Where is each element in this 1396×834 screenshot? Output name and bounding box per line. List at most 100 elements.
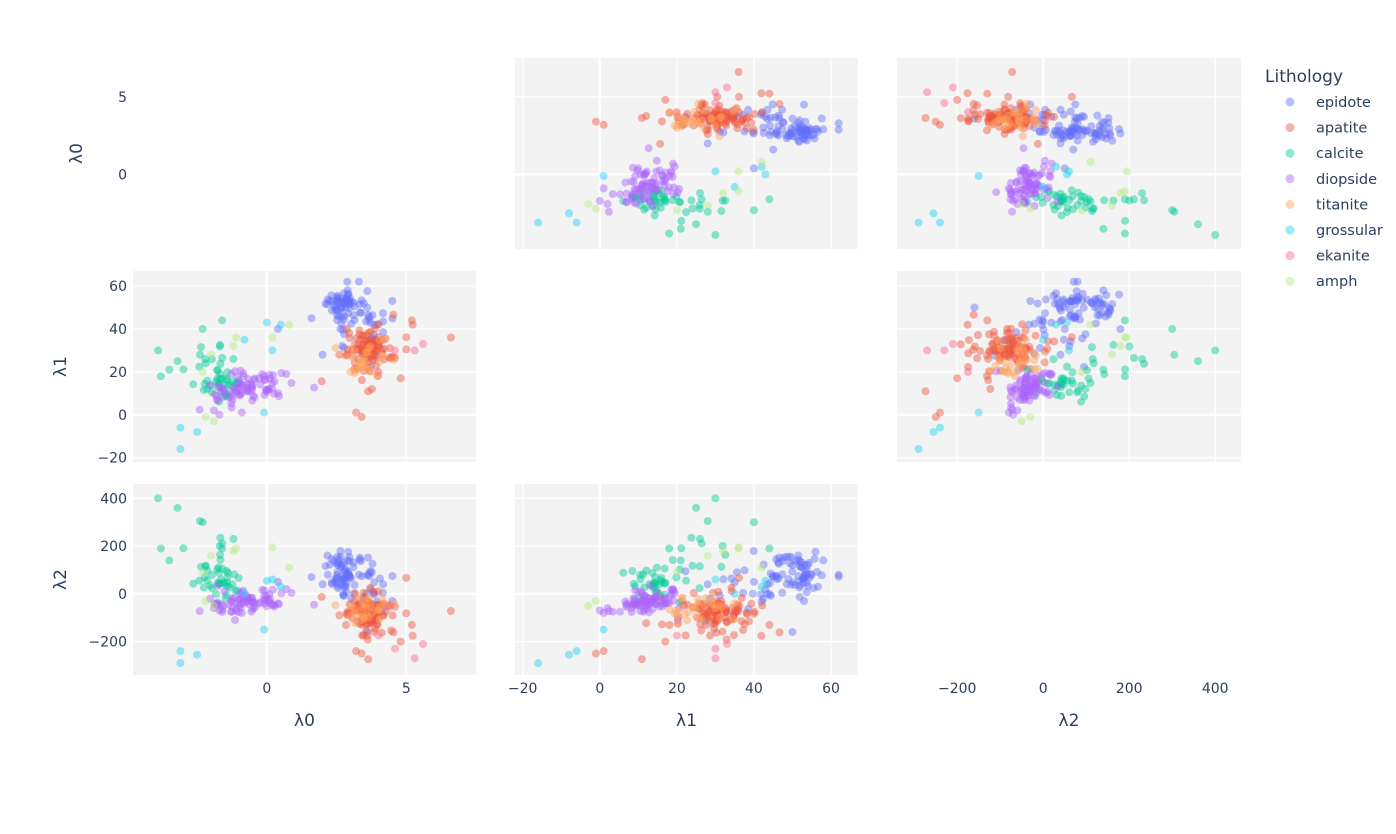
legend-item-apatite[interactable]: apatite bbox=[1285, 121, 1368, 137]
point-diopside bbox=[1040, 379, 1049, 387]
point-epidote bbox=[327, 580, 336, 589]
y-tick-label: 200 bbox=[100, 539, 127, 555]
point-apatite bbox=[996, 366, 1005, 375]
point-calcite bbox=[1081, 203, 1090, 212]
point-epidote bbox=[744, 604, 753, 613]
point-apatite bbox=[408, 631, 417, 640]
point-grossular bbox=[240, 589, 249, 598]
point-diopside bbox=[219, 601, 228, 610]
point-epidote bbox=[336, 305, 345, 314]
point-ekanite bbox=[723, 83, 731, 92]
point-diopside bbox=[1043, 194, 1052, 203]
point-calcite bbox=[1057, 380, 1066, 389]
point-calcite bbox=[198, 324, 207, 333]
legend-item-grossular[interactable]: grossular bbox=[1285, 223, 1383, 239]
x-tick-label: 200 bbox=[1116, 681, 1143, 697]
point-apatite bbox=[642, 619, 651, 628]
legend-item-titanite[interactable]: titanite bbox=[1285, 197, 1369, 213]
point-diopside bbox=[232, 388, 241, 397]
point-calcite bbox=[1099, 224, 1108, 233]
point-apatite bbox=[317, 592, 326, 601]
point-diopside bbox=[650, 598, 659, 607]
point-apatite bbox=[1006, 340, 1014, 349]
point-epidote bbox=[347, 319, 356, 328]
point-calcite bbox=[634, 593, 643, 602]
point-grossular bbox=[176, 647, 185, 656]
point-epidote bbox=[327, 306, 336, 315]
point-titanite bbox=[1033, 119, 1042, 128]
point-epidote bbox=[1041, 105, 1049, 114]
point-apatite bbox=[734, 68, 743, 76]
point-diopside bbox=[1045, 171, 1054, 180]
point-calcite bbox=[173, 357, 182, 366]
point-calcite bbox=[695, 584, 704, 593]
point-calcite bbox=[165, 365, 174, 374]
point-apatite bbox=[345, 328, 354, 337]
point-diopside bbox=[1030, 374, 1039, 383]
point-titanite bbox=[1009, 108, 1018, 117]
point-epidote bbox=[1091, 295, 1100, 304]
point-calcite bbox=[1044, 187, 1052, 196]
point-epidote bbox=[340, 294, 349, 303]
point-diopside bbox=[1017, 385, 1026, 394]
point-apatite bbox=[637, 114, 646, 122]
point-epidote bbox=[1058, 131, 1067, 140]
point-calcite bbox=[222, 567, 231, 575]
point-calcite bbox=[1068, 205, 1077, 214]
point-epidote bbox=[703, 580, 712, 589]
point-calcite bbox=[1057, 374, 1066, 383]
point-apatite bbox=[360, 340, 369, 349]
point-calcite bbox=[206, 581, 215, 590]
point-diopside bbox=[595, 606, 604, 615]
point-apatite bbox=[363, 631, 371, 640]
point-epidote bbox=[1052, 127, 1060, 136]
point-epidote bbox=[350, 590, 359, 599]
point-apatite bbox=[373, 353, 382, 362]
point-epidote bbox=[1101, 130, 1110, 139]
point-epidote bbox=[1074, 309, 1083, 318]
point-apatite bbox=[374, 608, 382, 617]
point-epidote bbox=[817, 114, 826, 123]
point-titanite bbox=[375, 615, 384, 624]
point-diopside bbox=[1020, 392, 1029, 401]
legend-item-ekanite[interactable]: ekanite bbox=[1285, 249, 1370, 265]
point-epidote bbox=[341, 565, 350, 574]
point-epidote bbox=[1105, 124, 1114, 133]
legend-item-epidote[interactable]: epidote bbox=[1285, 95, 1371, 111]
point-diopside bbox=[1033, 379, 1042, 388]
point-epidote bbox=[1108, 300, 1117, 309]
point-diopside bbox=[645, 195, 653, 204]
point-ekanite bbox=[711, 654, 720, 663]
point-apatite bbox=[718, 627, 727, 636]
point-calcite bbox=[221, 593, 230, 602]
point-epidote bbox=[339, 577, 348, 585]
point-amph bbox=[1017, 417, 1026, 426]
point-apatite bbox=[1025, 345, 1034, 354]
point-calcite bbox=[765, 195, 774, 204]
point-apatite bbox=[704, 125, 713, 134]
point-titanite bbox=[1031, 106, 1040, 115]
legend-item-amph[interactable]: amph bbox=[1285, 274, 1358, 290]
point-epidote bbox=[318, 350, 327, 359]
legend-item-diopside[interactable]: diopside bbox=[1285, 172, 1378, 188]
point-diopside bbox=[1026, 382, 1034, 391]
point-epidote bbox=[787, 124, 796, 133]
point-diopside bbox=[1020, 167, 1029, 176]
point-titanite bbox=[672, 108, 680, 117]
point-apatite bbox=[740, 118, 749, 127]
point-apatite bbox=[737, 117, 746, 126]
point-calcite bbox=[213, 578, 222, 587]
point-calcite bbox=[672, 573, 681, 582]
point-titanite bbox=[356, 356, 365, 365]
legend-item-calcite[interactable]: calcite bbox=[1285, 146, 1364, 162]
point-diopside bbox=[616, 190, 625, 199]
point-titanite bbox=[1010, 372, 1019, 380]
point-titanite bbox=[354, 608, 363, 617]
point-epidote bbox=[1065, 127, 1074, 136]
point-diopside bbox=[646, 581, 655, 590]
point-apatite bbox=[708, 114, 717, 123]
point-apatite bbox=[1043, 111, 1052, 120]
point-apatite bbox=[377, 628, 386, 637]
point-diopside bbox=[1020, 387, 1029, 395]
point-epidote bbox=[1056, 306, 1065, 315]
